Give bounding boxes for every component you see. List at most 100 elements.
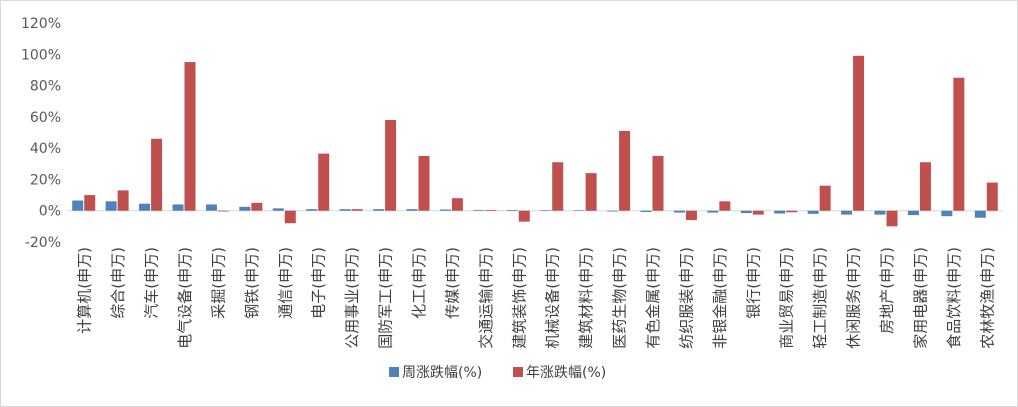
weekly-change-bar: [406, 209, 418, 211]
yearly-change-bar: [217, 210, 229, 212]
y-tick-label: 40%: [30, 141, 61, 157]
category-label: 采掘(申万): [209, 247, 227, 319]
weekly-change-bar: [373, 209, 385, 211]
weekly-change-bar: [439, 209, 451, 211]
weekly-change-bar: [139, 203, 151, 211]
category-label: 通信(申万): [276, 247, 294, 319]
weekly-change-bar: [272, 208, 284, 211]
category-label: 机械设备(申万): [544, 247, 562, 349]
category-label: 计算机(申万): [76, 247, 94, 334]
yearly-change-bar: [184, 62, 196, 211]
yearly-change-bar: [84, 195, 96, 211]
legend-swatch-weekly: [389, 367, 399, 377]
yearly-change-bar: [786, 210, 798, 213]
weekly-change-bar: [339, 209, 351, 211]
y-tick-label: 120%: [21, 16, 61, 32]
category-label: 家用电器(申万): [911, 247, 929, 349]
category-label: 国防军工(申万): [377, 247, 395, 349]
yearly-change-bar: [451, 198, 463, 211]
weekly-change-bar: [841, 210, 853, 215]
weekly-change-bar: [807, 210, 819, 214]
y-tick-label: 80%: [30, 79, 61, 95]
weekly-change-bar: [774, 210, 786, 214]
category-label: 银行(申万): [744, 247, 762, 319]
category-label: 食品饮料(申万): [945, 247, 963, 349]
category-label: 电气设备(申万): [176, 247, 194, 349]
yearly-change-bar: [318, 153, 330, 211]
category-label: 纺织服装(申万): [677, 247, 695, 349]
weekly-change-bar: [874, 210, 886, 215]
yearly-change-bar: [284, 210, 296, 224]
y-tick-label: 20%: [30, 172, 61, 188]
weekly-change-bar: [105, 201, 117, 211]
category-label: 商业贸易(申万): [778, 247, 796, 349]
yearly-change-bar: [819, 185, 831, 211]
weekly-change-bar: [506, 209, 518, 211]
category-label: 汽车(申万): [143, 247, 161, 319]
weekly-change-bar: [72, 200, 84, 211]
category-label: 电子(申万): [310, 247, 328, 319]
weekly-change-bar: [306, 209, 318, 211]
yearly-change-bar: [986, 182, 998, 211]
yearly-change-bar: [853, 55, 865, 211]
yearly-change-bar: [919, 162, 931, 211]
yearly-change-bar: [953, 77, 965, 211]
weekly-change-bar: [239, 206, 251, 211]
weekly-change-bar: [974, 210, 986, 218]
category-label: 建筑材料(申万): [577, 247, 595, 349]
category-label: 休闲服务(申万): [845, 247, 863, 349]
labels-layer: 计算机(申万) 综合(申万) 汽车(申万) 电气设备(申万) 采掘(申万) 钢铁(申万) 通…: [76, 247, 997, 349]
category-label: 公用事业(申万): [343, 247, 361, 349]
yearly-change-bar: [552, 162, 564, 211]
yearly-change-bar: [351, 209, 363, 211]
yearly-change-bar: [485, 209, 497, 211]
yearly-change-bar: [151, 138, 163, 211]
category-label: 非银金融(申万): [711, 247, 729, 349]
yearly-change-bar: [886, 210, 898, 227]
yearly-change-bar: [585, 173, 597, 211]
legend-swatch-yearly: [513, 367, 523, 377]
weekly-change-bar: [907, 210, 919, 216]
yearly-change-bar: [752, 210, 764, 215]
yearly-change-bar: [385, 119, 397, 211]
category-label: 钢铁(申万): [243, 247, 261, 319]
legend-label-weekly: 周涨跌幅(%): [402, 365, 482, 381]
category-label: 房地产(申万): [878, 247, 896, 334]
legend: 周涨跌幅(%) 年涨跌幅(%): [389, 365, 606, 381]
category-label: 传媒(申万): [443, 247, 461, 319]
category-label: 交通运输(申万): [477, 247, 495, 349]
category-label: 化工(申万): [410, 247, 428, 319]
y-tick-label: 60%: [30, 110, 61, 126]
weekly-change-bar: [205, 204, 217, 211]
yearly-change-bar: [518, 210, 530, 222]
yearly-change-bar: [619, 130, 631, 211]
weekly-change-bar: [673, 210, 685, 213]
weekly-change-bar: [707, 210, 719, 213]
category-label: 综合(申万): [109, 247, 127, 319]
yearly-change-bar: [719, 201, 731, 211]
category-label: 建筑装饰(申万): [510, 247, 528, 349]
category-label: 农林牧渔(申万): [978, 247, 996, 349]
weekly-change-bar: [607, 210, 619, 212]
weekly-change-bar: [740, 210, 752, 214]
weekly-change-bar: [640, 210, 652, 212]
weekly-change-bar: [573, 210, 585, 212]
category-label: 医药生物(申万): [611, 247, 629, 349]
y-tick-label: -20%: [25, 235, 61, 251]
weekly-change-bar: [172, 204, 184, 211]
yearly-change-bar: [685, 210, 697, 221]
y-tick-label: 100%: [21, 47, 61, 63]
category-label: 有色金属(申万): [644, 247, 662, 349]
weekly-change-bar: [941, 210, 953, 217]
legend-label-yearly: 年涨跌幅(%): [526, 365, 606, 381]
weekly-change-bar: [540, 210, 552, 211]
yearly-change-bar: [117, 190, 129, 211]
yearly-change-bar: [418, 155, 430, 211]
bars-layer: [72, 55, 998, 227]
yearly-change-bar: [652, 155, 664, 211]
weekly-change-bar: [473, 209, 485, 211]
yearly-change-bar: [251, 202, 263, 211]
y-tick-label: 0%: [39, 204, 61, 220]
